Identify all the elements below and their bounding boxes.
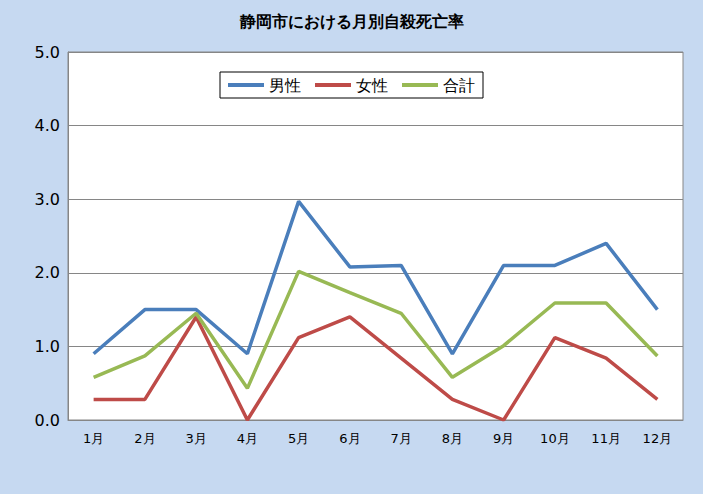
svg-text:合計: 合計 <box>443 76 475 95</box>
svg-text:5月: 5月 <box>288 431 309 446</box>
svg-text:0.0: 0.0 <box>35 411 60 430</box>
svg-text:男性: 男性 <box>269 76 301 95</box>
svg-text:静岡市における月別自殺死亡率: 静岡市における月別自殺死亡率 <box>239 12 464 31</box>
svg-text:6月: 6月 <box>339 431 360 446</box>
svg-text:1月: 1月 <box>83 431 104 446</box>
svg-text:11月: 11月 <box>591 431 621 446</box>
svg-text:9月: 9月 <box>493 431 514 446</box>
svg-text:3月: 3月 <box>185 431 206 446</box>
svg-text:7月: 7月 <box>390 431 411 446</box>
svg-text:5.0: 5.0 <box>35 43 60 62</box>
svg-text:2月: 2月 <box>134 431 155 446</box>
svg-text:3.0: 3.0 <box>35 190 60 209</box>
svg-text:8月: 8月 <box>442 431 463 446</box>
svg-text:4月: 4月 <box>237 431 258 446</box>
svg-text:女性: 女性 <box>356 76 388 95</box>
svg-text:10月: 10月 <box>540 431 570 446</box>
svg-text:12月: 12月 <box>643 431 673 446</box>
svg-text:4.0: 4.0 <box>35 116 60 135</box>
svg-text:1.0: 1.0 <box>35 337 60 356</box>
svg-text:2.0: 2.0 <box>35 263 60 282</box>
